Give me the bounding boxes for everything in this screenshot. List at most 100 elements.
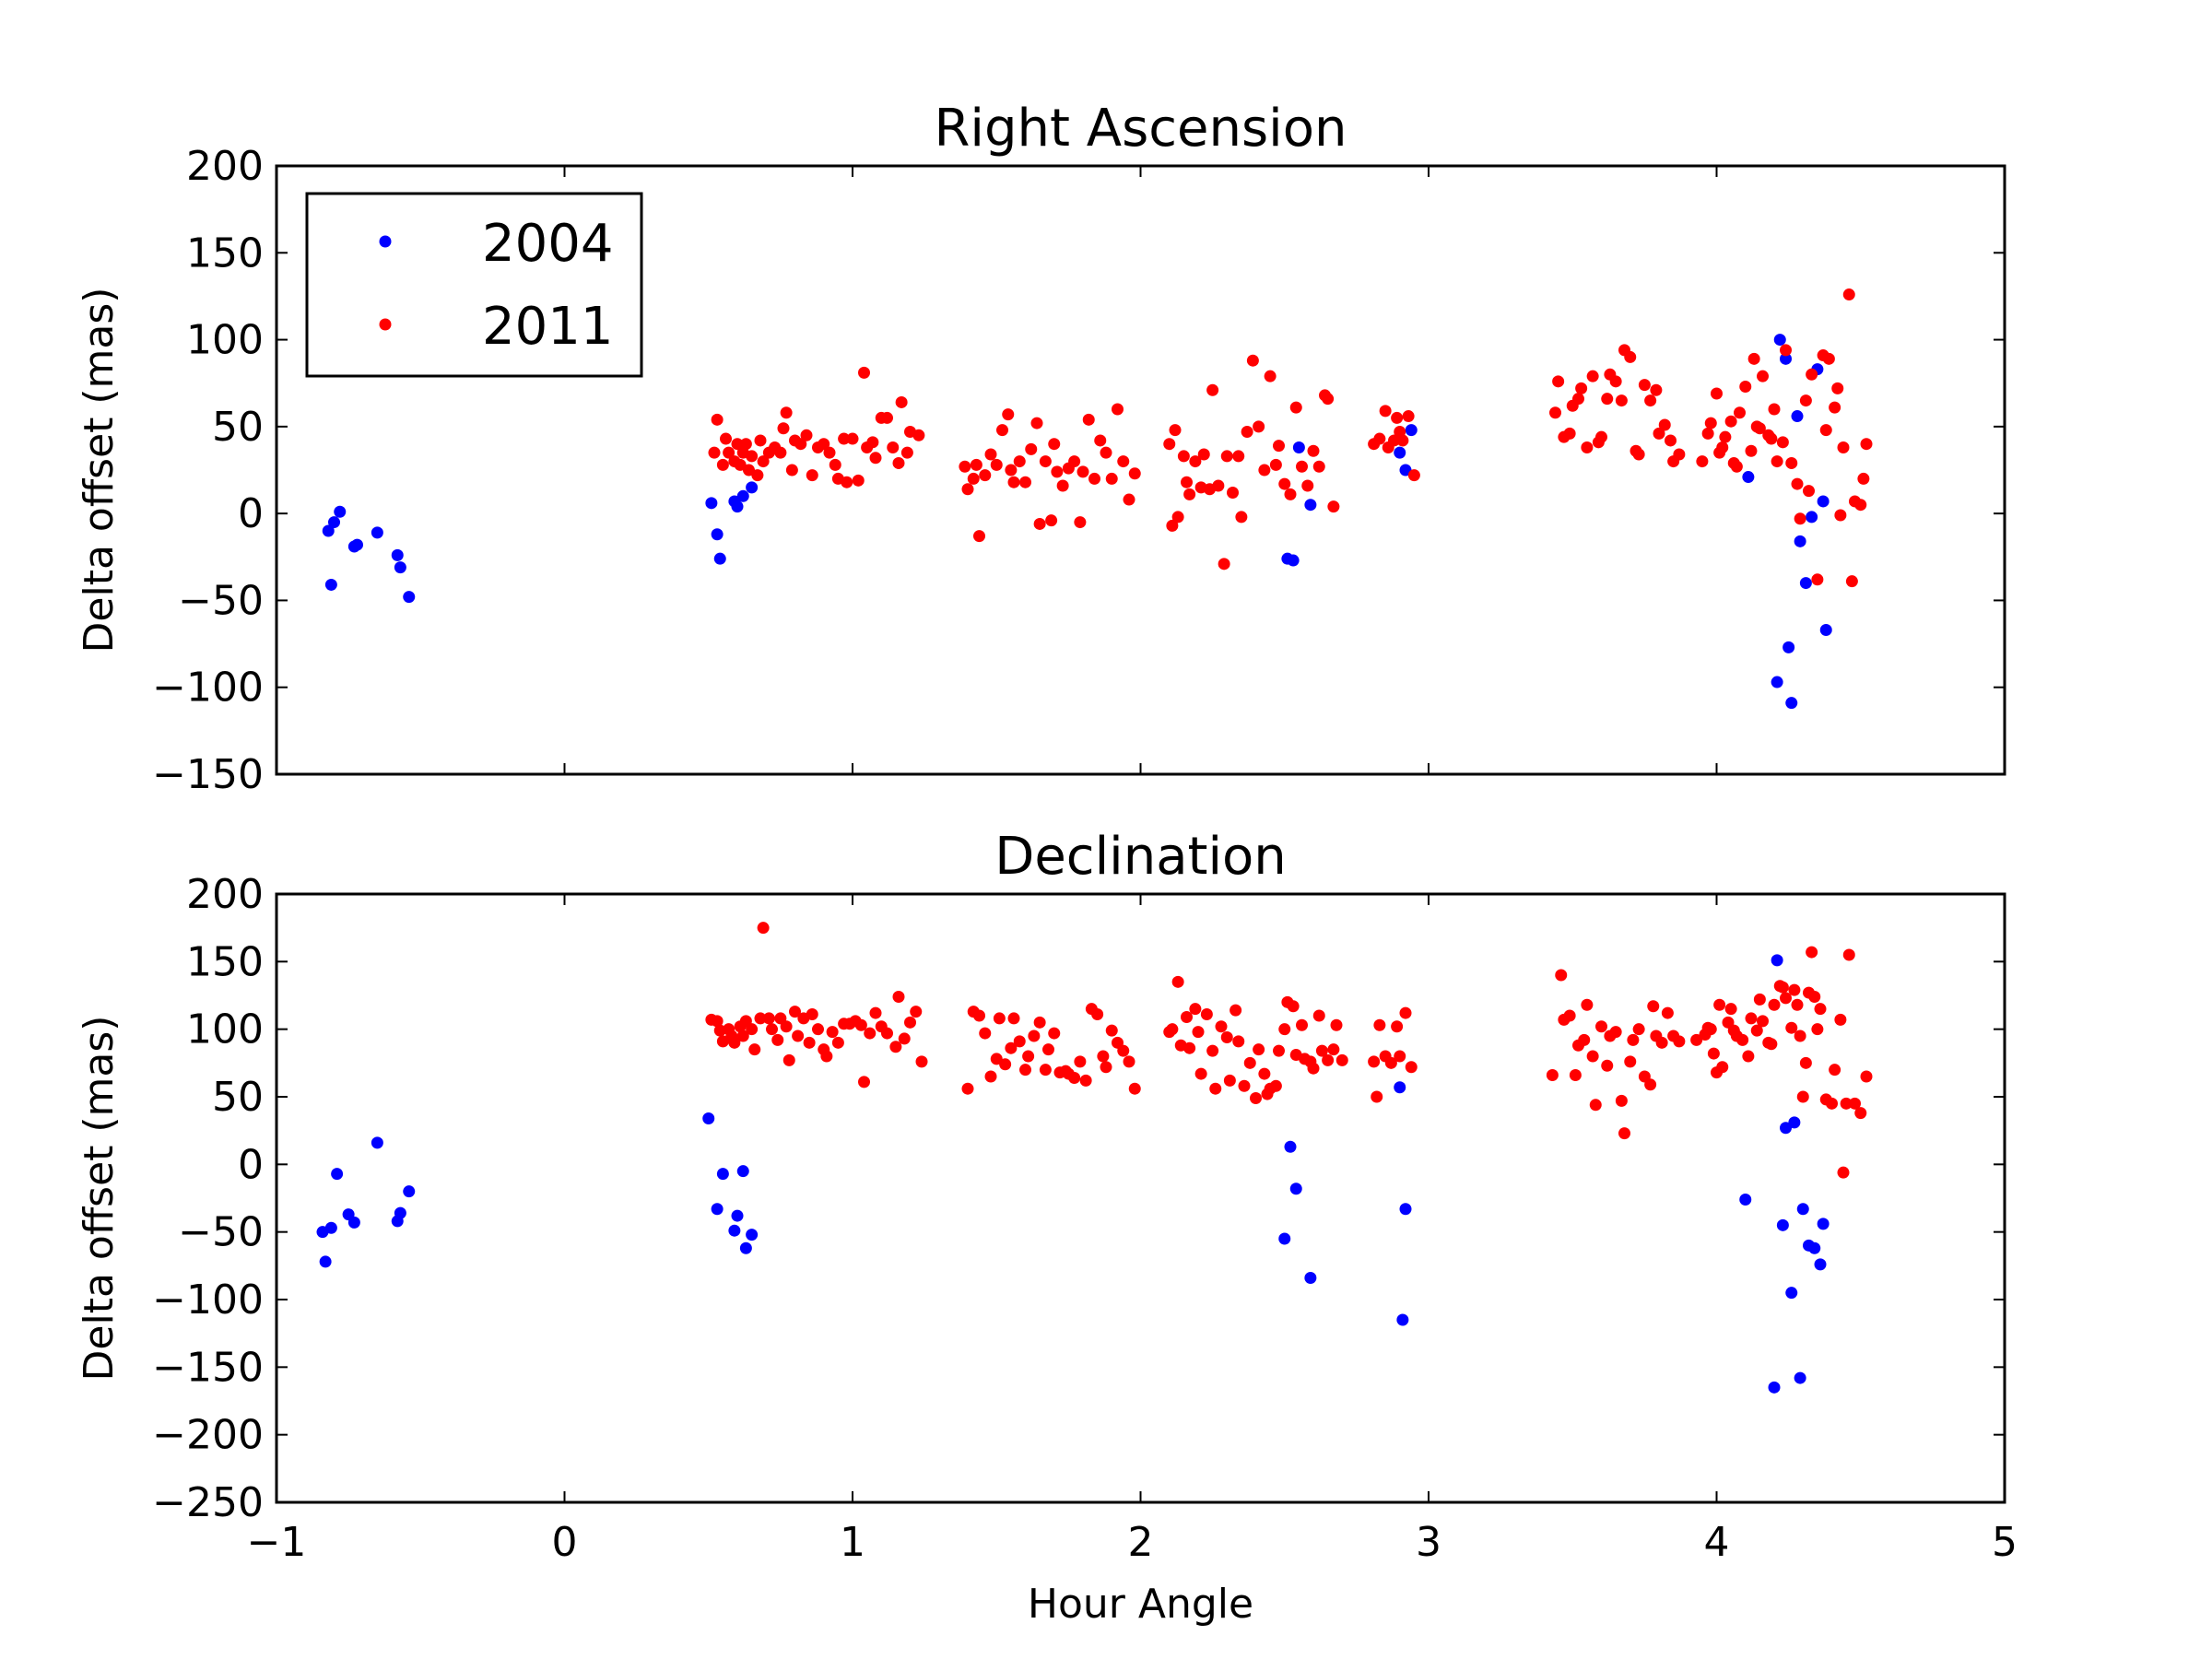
data-point-2004 [1399,464,1412,477]
data-point-2011 [996,424,1008,437]
data-point-2004 [716,1168,729,1181]
legend-marker-2011 [379,318,392,331]
data-point-2011 [1068,455,1081,468]
data-point-2011 [829,458,841,471]
data-point-2011 [1019,1064,1031,1077]
data-point-2011 [900,446,913,459]
data-point-2011 [806,469,818,482]
data-point-2004 [1794,1371,1806,1384]
data-point-2011 [1056,479,1069,492]
data-point-2011 [823,446,836,459]
data-point-2011 [1791,477,1804,490]
data-point-2004 [322,524,335,537]
data-point-2011 [1273,1044,1285,1057]
chart-title: Right Ascension [935,99,1347,159]
data-point-2011 [1655,1036,1668,1049]
data-point-2011 [1609,375,1622,388]
data-point-2011 [1713,998,1726,1011]
data-point-2004 [1304,1272,1317,1285]
data-point-2011 [1166,519,1179,532]
data-point-2011 [1826,1097,1838,1110]
data-point-2011 [723,446,735,459]
data-point-2011 [1745,444,1758,457]
data-point-2011 [1284,488,1297,500]
data-point-2011 [1829,1064,1841,1077]
data-point-2011 [1644,394,1657,407]
data-point-2004 [746,1229,759,1241]
data-point-2011 [785,464,798,477]
data-point-2011 [858,366,870,379]
y-tick-label: 100 [186,1006,264,1053]
data-point-2004 [1405,424,1418,437]
data-point-2011 [1563,427,1576,440]
data-point-2011 [1785,456,1798,469]
panel-right-ascension: Right Ascension Delta offset (mas) −150 −10… [76,99,2006,798]
data-point-2011 [739,438,752,451]
data-point-2011 [1005,1041,1018,1054]
data-point-2011 [1822,352,1835,365]
data-point-2011 [766,1023,778,1036]
data-point-2011 [1077,465,1089,478]
data-point-2011 [1189,1003,1202,1016]
data-point-2011 [1704,417,1717,429]
y-tick-label: 50 [212,404,264,451]
data-point-2011 [1269,1079,1282,1092]
data-point-2011 [720,432,732,445]
data-point-2011 [1189,455,1202,468]
data-point-2011 [1019,476,1031,488]
data-point-2004 [1780,352,1792,365]
data-point-2011 [1794,512,1806,525]
data-point-2011 [1806,946,1818,959]
data-point-2011 [794,438,807,451]
data-point-2004 [702,1112,715,1124]
data-point-2004 [1284,1140,1297,1153]
data-point-2011 [1264,370,1277,382]
data-point-2011 [1097,1050,1110,1063]
data-point-2004 [731,1209,744,1222]
data-point-2011 [1388,434,1400,447]
data-point-2011 [1788,983,1801,996]
data-point-2011 [864,1027,877,1040]
data-point-2011 [1650,383,1663,396]
data-point-2011 [1808,990,1821,1003]
data-point-2011 [1391,411,1404,424]
data-point-2011 [1581,441,1594,453]
data-point-2004 [1785,697,1798,710]
data-point-2011 [1005,464,1018,477]
data-point-2011 [1169,424,1182,437]
data-point-2011 [1215,1020,1228,1033]
data-point-2011 [1243,1056,1256,1069]
data-point-2011 [1627,1033,1640,1046]
data-point-2011 [820,1050,833,1063]
data-point-2011 [979,469,992,482]
data-point-2011 [1803,485,1815,498]
data-point-2011 [1696,455,1709,468]
data-point-2011 [1091,1008,1104,1021]
data-point-2004 [1796,1203,1809,1216]
data-point-2004 [1292,441,1305,453]
data-point-2011 [1701,427,1714,440]
data-point-2011 [973,1009,985,1022]
data-point-2011 [1849,1097,1861,1110]
data-point-2011 [757,922,770,935]
data-point-2011 [1194,1067,1207,1080]
data-point-2011 [1112,403,1124,416]
data-point-2011 [803,1036,816,1049]
data-point-2011 [1578,1033,1591,1046]
x-tick-label: 4 [1704,1519,1730,1566]
data-point-2004 [746,481,759,494]
data-point-2011 [1806,368,1818,381]
data-point-2011 [1768,998,1781,1011]
data-point-2011 [1315,1044,1328,1057]
data-point-2011 [1840,1097,1853,1110]
data-point-2011 [1757,370,1769,382]
data-point-2011 [1615,1094,1628,1107]
data-point-2004 [1808,1241,1821,1254]
data-point-2004 [711,1203,724,1216]
data-point-2011 [1206,1044,1219,1057]
data-point-2011 [1673,1035,1686,1048]
data-point-2011 [858,1076,870,1088]
data-point-2011 [979,1027,992,1040]
data-point-2011 [792,1030,805,1042]
data-point-2011 [990,1053,1003,1065]
